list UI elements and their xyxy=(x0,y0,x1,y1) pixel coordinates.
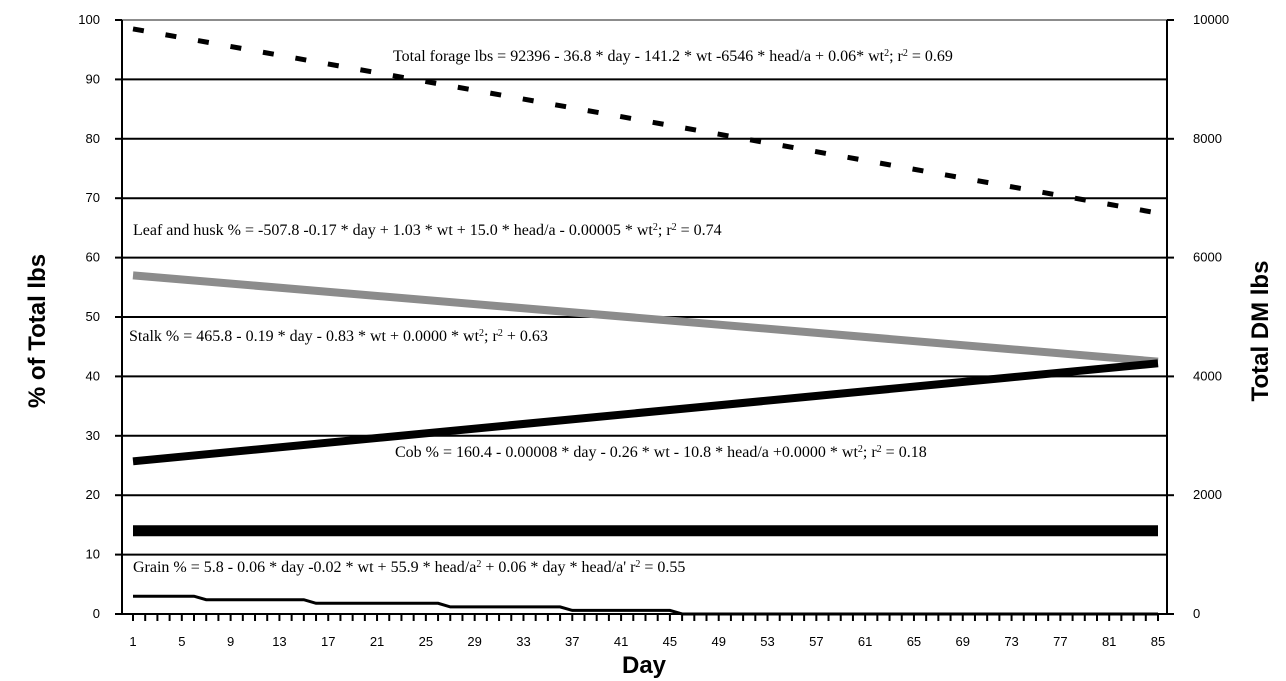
x-tick-label: 73 xyxy=(1004,634,1018,649)
x-tick-label: 33 xyxy=(516,634,530,649)
y-left-tick-label: 100 xyxy=(78,12,100,27)
x-tick-label: 65 xyxy=(907,634,921,649)
y-left-tick-label: 80 xyxy=(86,131,100,146)
y-right-tick-label: 0 xyxy=(1193,606,1200,621)
y-right-tick-label: 2000 xyxy=(1193,487,1222,502)
equation-label: Cob % = 160.4 - 0.00008 * day - 0.26 * w… xyxy=(395,444,927,462)
x-tick-label: 9 xyxy=(227,634,234,649)
x-axis-title: Day xyxy=(622,652,667,679)
x-tick-label: 49 xyxy=(711,634,725,649)
y-left-tick-label: 10 xyxy=(86,547,100,562)
x-tick-label: 37 xyxy=(565,634,579,649)
equation-label: Grain % = 5.8 - 0.06 * day -0.02 * wt + … xyxy=(133,559,685,577)
x-tick-label: 25 xyxy=(419,634,433,649)
y-left-tick-label: 0 xyxy=(93,606,100,621)
annotations: Total forage lbs = 92396 - 36.8 * day - … xyxy=(129,48,953,577)
y-right-tick-label: 4000 xyxy=(1193,368,1222,383)
y-right-tick-label: 10000 xyxy=(1193,12,1229,27)
equation-label: Leaf and husk % = -507.8 -0.17 * day + 1… xyxy=(133,222,722,240)
y-right-tick-label: 8000 xyxy=(1193,131,1222,146)
x-tick-label: 17 xyxy=(321,634,335,649)
x-tick-label: 5 xyxy=(178,634,185,649)
x-tick-label: 29 xyxy=(467,634,481,649)
x-tick-label: 57 xyxy=(809,634,823,649)
y-right-tick-label: 6000 xyxy=(1193,250,1222,265)
series-line xyxy=(132,359,1159,466)
x-tick-label: 61 xyxy=(858,634,872,649)
x-tick-label: 1 xyxy=(129,634,136,649)
y-axis-title-right: Total DM lbs xyxy=(1247,261,1274,402)
y-left-tick-label: 20 xyxy=(86,487,100,502)
y-left-tick-label: 70 xyxy=(86,190,100,205)
y-axis-title-left: % of Total lbs xyxy=(24,254,51,408)
x-tick-label: 69 xyxy=(956,634,970,649)
series-line xyxy=(132,271,1159,366)
x-tick-label: 77 xyxy=(1053,634,1067,649)
equation-label: Total forage lbs = 92396 - 36.8 * day - … xyxy=(393,48,953,66)
x-tick-label: 21 xyxy=(370,634,384,649)
y-left-tick-label: 50 xyxy=(86,309,100,324)
x-tick-label: 53 xyxy=(760,634,774,649)
equation-label: Stalk % = 465.8 - 0.19 * day - 0.83 * wt… xyxy=(129,328,548,346)
y-left-tick-label: 60 xyxy=(86,250,100,265)
x-tick-label: 81 xyxy=(1102,634,1116,649)
y-left-tick-label: 90 xyxy=(86,71,100,86)
series-line xyxy=(132,26,1159,216)
series-line xyxy=(133,594,1158,616)
y-left-tick-label: 30 xyxy=(86,428,100,443)
x-tick-label: 13 xyxy=(272,634,286,649)
y-left-tick-label: 40 xyxy=(86,368,100,383)
x-tick-label: 41 xyxy=(614,634,628,649)
series-group xyxy=(132,26,1159,616)
x-tick-label: 45 xyxy=(663,634,677,649)
x-tick-label: 85 xyxy=(1151,634,1165,649)
